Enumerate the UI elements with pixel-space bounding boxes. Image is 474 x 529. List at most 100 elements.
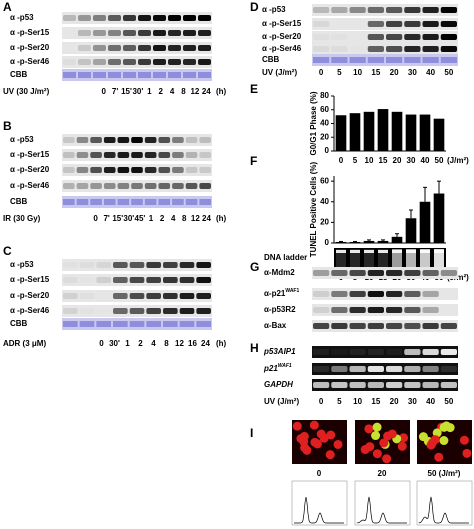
blot-strip <box>312 43 458 55</box>
band <box>198 45 211 51</box>
lane-label: 12 <box>175 339 184 348</box>
band <box>172 183 184 189</box>
cell <box>371 431 381 441</box>
lane-label: 0 <box>93 214 98 223</box>
band <box>183 59 196 65</box>
row-label: CBB <box>10 197 28 206</box>
panel-label: C <box>3 244 12 258</box>
band <box>185 167 198 173</box>
lane-label: 4 <box>171 214 176 223</box>
lane-label: 4 <box>170 87 175 96</box>
cbb-band <box>153 72 166 78</box>
band <box>313 34 329 40</box>
band <box>404 291 421 297</box>
band <box>129 308 145 314</box>
band <box>183 30 196 36</box>
band <box>367 291 384 297</box>
cell <box>296 434 306 444</box>
band <box>196 277 211 283</box>
treatment-label: ADR (3 μM) <box>3 339 46 348</box>
blot-strip <box>312 379 458 391</box>
lane-label: 24 <box>202 214 211 223</box>
cell <box>383 431 393 441</box>
band <box>158 152 171 158</box>
band <box>313 307 330 313</box>
gel-lane <box>350 249 360 268</box>
band <box>404 323 421 329</box>
band <box>422 270 439 276</box>
blot-strip <box>312 18 458 30</box>
band <box>80 293 95 299</box>
band <box>404 366 421 372</box>
band <box>90 183 102 189</box>
band <box>422 366 439 372</box>
band <box>349 366 366 372</box>
band <box>172 137 184 143</box>
band <box>331 270 348 276</box>
band <box>198 59 211 65</box>
band <box>422 323 439 329</box>
band <box>96 308 111 314</box>
lane-label: 12 <box>191 214 200 223</box>
unit-label: (h) <box>216 214 227 223</box>
band <box>386 366 403 372</box>
band <box>313 46 330 52</box>
band <box>123 15 136 21</box>
lane-label: 7' <box>112 87 118 96</box>
bar <box>349 241 361 243</box>
band <box>422 34 439 40</box>
band <box>404 7 421 13</box>
band <box>331 382 348 388</box>
lane-label: 30 <box>408 68 417 77</box>
band <box>185 183 198 189</box>
band <box>331 323 348 329</box>
band <box>131 137 143 143</box>
cbb-band <box>63 72 76 78</box>
band <box>138 59 151 65</box>
row-label: α-Mdm2 <box>264 268 295 277</box>
lane-label: 10 <box>353 68 362 77</box>
gel-lane <box>434 249 444 268</box>
x-tick-label: 10 <box>365 156 374 165</box>
cbb-band <box>103 199 116 205</box>
x-tick-label: 0 <box>339 156 344 165</box>
band <box>367 270 384 276</box>
bar <box>363 111 375 151</box>
band <box>422 46 439 52</box>
band <box>199 137 211 143</box>
lane-label: 0 <box>319 397 324 406</box>
gel-band <box>336 250 346 253</box>
lane-label: 16 <box>188 339 197 348</box>
band <box>108 15 121 21</box>
bar <box>335 115 347 151</box>
cbb-band <box>183 72 196 78</box>
band <box>349 7 366 13</box>
row-label: α -p-Ser15 <box>10 275 50 284</box>
cell <box>309 420 319 430</box>
lane-label: 2 <box>160 214 165 223</box>
gel-band <box>378 250 388 253</box>
gel-lane <box>392 249 402 268</box>
cell <box>462 448 472 458</box>
row-label: α-Bax <box>264 321 287 330</box>
row-label: GAPDH <box>264 380 293 389</box>
cbb-band <box>63 199 75 205</box>
label-main: α-p21 <box>264 289 286 298</box>
x-tick-label: 5 <box>353 156 358 165</box>
row-label: α-p53R2 <box>264 305 296 314</box>
blot-strip <box>312 54 458 66</box>
cell <box>302 445 312 455</box>
cell <box>399 433 409 443</box>
band <box>117 183 130 189</box>
band <box>440 7 457 13</box>
row-label: p21WAF1 <box>263 363 292 373</box>
cbb-band <box>331 57 348 63</box>
row-label: α -p-Ser46 <box>10 57 50 66</box>
y-axis-label: G0/G1 Phase (%) <box>309 91 318 155</box>
lane-label: 5 <box>337 397 342 406</box>
band <box>198 15 211 21</box>
cbb-band <box>78 72 91 78</box>
lane-label: 8 <box>182 214 187 223</box>
band <box>131 183 143 189</box>
band <box>153 30 166 36</box>
